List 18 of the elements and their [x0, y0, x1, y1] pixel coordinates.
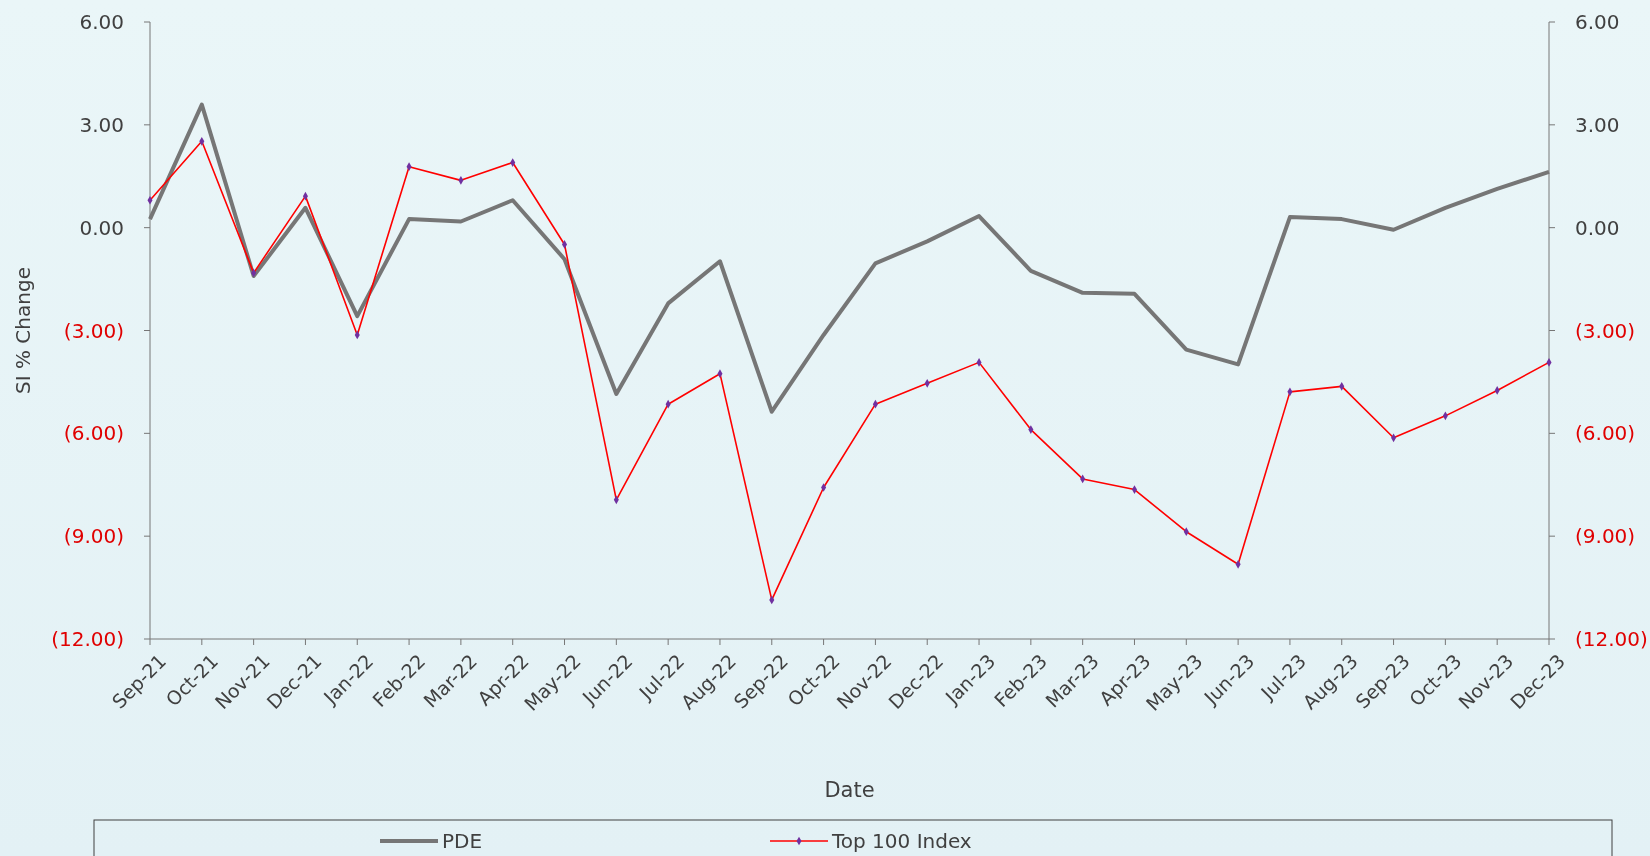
legend-label: PDE — [442, 829, 483, 853]
y-axis-title: SI % Change — [11, 267, 35, 394]
y2-tick-label: (3.00) — [1575, 318, 1636, 343]
legend-label: Top 100 Index — [831, 829, 972, 853]
y-tick-label: (12.00) — [51, 627, 124, 651]
y2-tick-label: (6.00) — [1575, 421, 1636, 446]
y2-tick-label: 0.00 — [1575, 215, 1620, 240]
y2-tick-label: (12.00) — [1575, 627, 1648, 651]
y-tick-label: (9.00) — [63, 524, 124, 549]
y2-tick-label: (9.00) — [1575, 524, 1636, 549]
y2-tick-label: 3.00 — [1575, 112, 1620, 137]
y-tick-label: (6.00) — [63, 421, 124, 446]
y-tick-label: (3.00) — [63, 318, 124, 343]
y-tick-label: 0.00 — [79, 215, 124, 240]
x-axis-title: Date — [824, 778, 875, 802]
y2-tick-label: 6.00 — [1575, 10, 1620, 34]
y-tick-label: 6.00 — [79, 10, 124, 34]
y-tick-label: 3.00 — [79, 112, 124, 137]
